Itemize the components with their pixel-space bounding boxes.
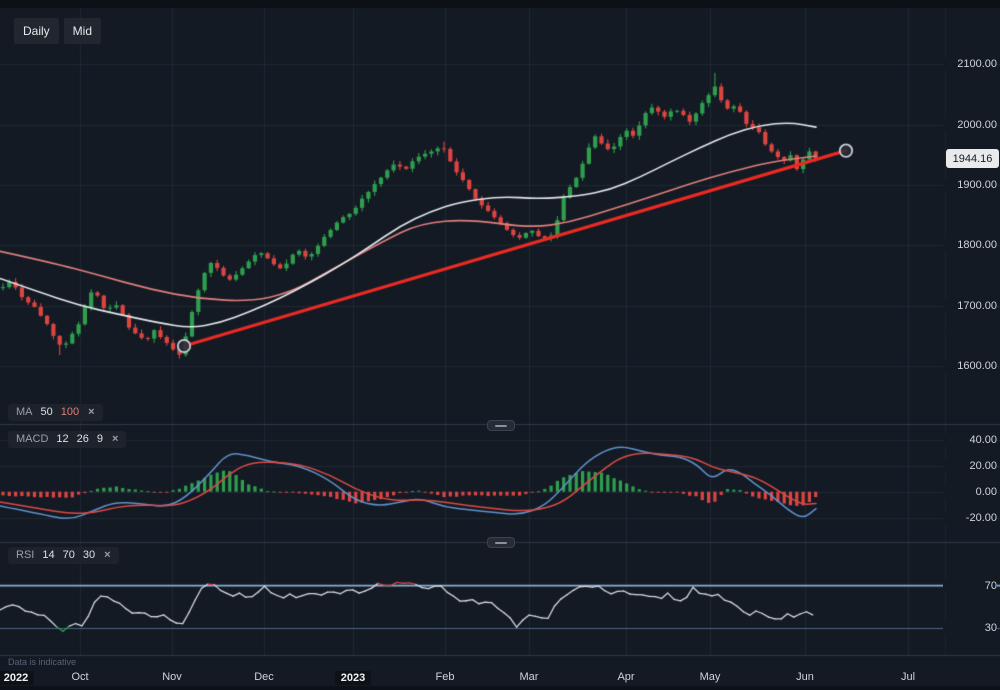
price-tick-label: 1700.00 xyxy=(943,299,997,312)
rsi-param-length: 14 xyxy=(42,549,55,561)
time-axis-month-label: May xyxy=(699,671,721,683)
macd-tick-label: -20.00 xyxy=(943,511,997,524)
ma-indicator-legend[interactable]: MA 50 100 × xyxy=(8,404,103,421)
price-tick-label: 1600.00 xyxy=(943,359,997,372)
panel-resize-handle-macd[interactable] xyxy=(487,420,515,431)
timeframe-toolbar: Daily Mid xyxy=(14,18,102,44)
bottom-frame-strip xyxy=(0,686,1000,690)
last-price-badge: 1944.16 xyxy=(946,149,999,168)
timeframe-daily-button[interactable]: Daily xyxy=(14,18,59,44)
macd-param-slow: 26 xyxy=(76,433,89,445)
time-axis-month-label: Feb xyxy=(435,671,455,683)
time-axis-month-label: Oct xyxy=(71,671,89,683)
ma-param-100: 100 xyxy=(60,406,80,418)
macd-tick-label: 20.00 xyxy=(943,459,997,472)
data-indicative-note: Data is indicative xyxy=(8,657,77,667)
rsi-indicator-legend[interactable]: RSI 14 70 30 × xyxy=(8,547,119,564)
ma-param-50: 50 xyxy=(40,406,53,418)
rsi-tick-label: 30 xyxy=(943,622,997,634)
time-axis-month-label: Apr xyxy=(617,671,635,683)
price-tick-label: 1800.00 xyxy=(943,239,997,252)
macd-indicator-name: MACD xyxy=(16,433,49,445)
price-tick-label: 2000.00 xyxy=(943,118,997,131)
time-axis-month-label: Mar xyxy=(519,671,539,683)
time-axis-month-label: Jun xyxy=(796,671,814,683)
time-axis-year-label: 2023 xyxy=(334,671,372,685)
macd-indicator-legend[interactable]: MACD 12 26 9 × xyxy=(8,431,127,448)
rsi-param-lower: 30 xyxy=(82,549,96,561)
resize-grip-icon xyxy=(495,424,507,427)
macd-remove-icon[interactable]: × xyxy=(112,433,119,445)
ma-remove-icon[interactable]: × xyxy=(88,406,95,418)
price-tick-label: 2100.00 xyxy=(943,58,997,71)
rsi-param-upper: 70 xyxy=(62,549,75,561)
rsi-indicator-name: RSI xyxy=(16,549,35,561)
time-axis-month-label: Jul xyxy=(900,671,916,683)
macd-tick-label: 40.00 xyxy=(943,433,997,446)
macd-param-signal: 9 xyxy=(96,433,104,445)
time-axis-month-label: Dec xyxy=(254,671,274,683)
rsi-remove-icon[interactable]: × xyxy=(104,549,111,561)
ma-indicator-name: MA xyxy=(16,406,33,418)
rsi-tick-label: 70 xyxy=(943,579,997,592)
resize-grip-icon xyxy=(495,541,507,544)
timeframe-mid-button[interactable]: Mid xyxy=(63,18,102,44)
price-tick-label: 1900.00 xyxy=(943,179,997,191)
time-axis-year-label: 2022 xyxy=(0,671,35,685)
macd-tick-label: 0.00 xyxy=(943,485,997,498)
panel-resize-handle-rsi[interactable] xyxy=(487,537,515,548)
time-axis-month-label: Nov xyxy=(162,671,182,683)
top-frame-strip xyxy=(0,0,1000,8)
macd-param-fast: 12 xyxy=(56,433,69,445)
